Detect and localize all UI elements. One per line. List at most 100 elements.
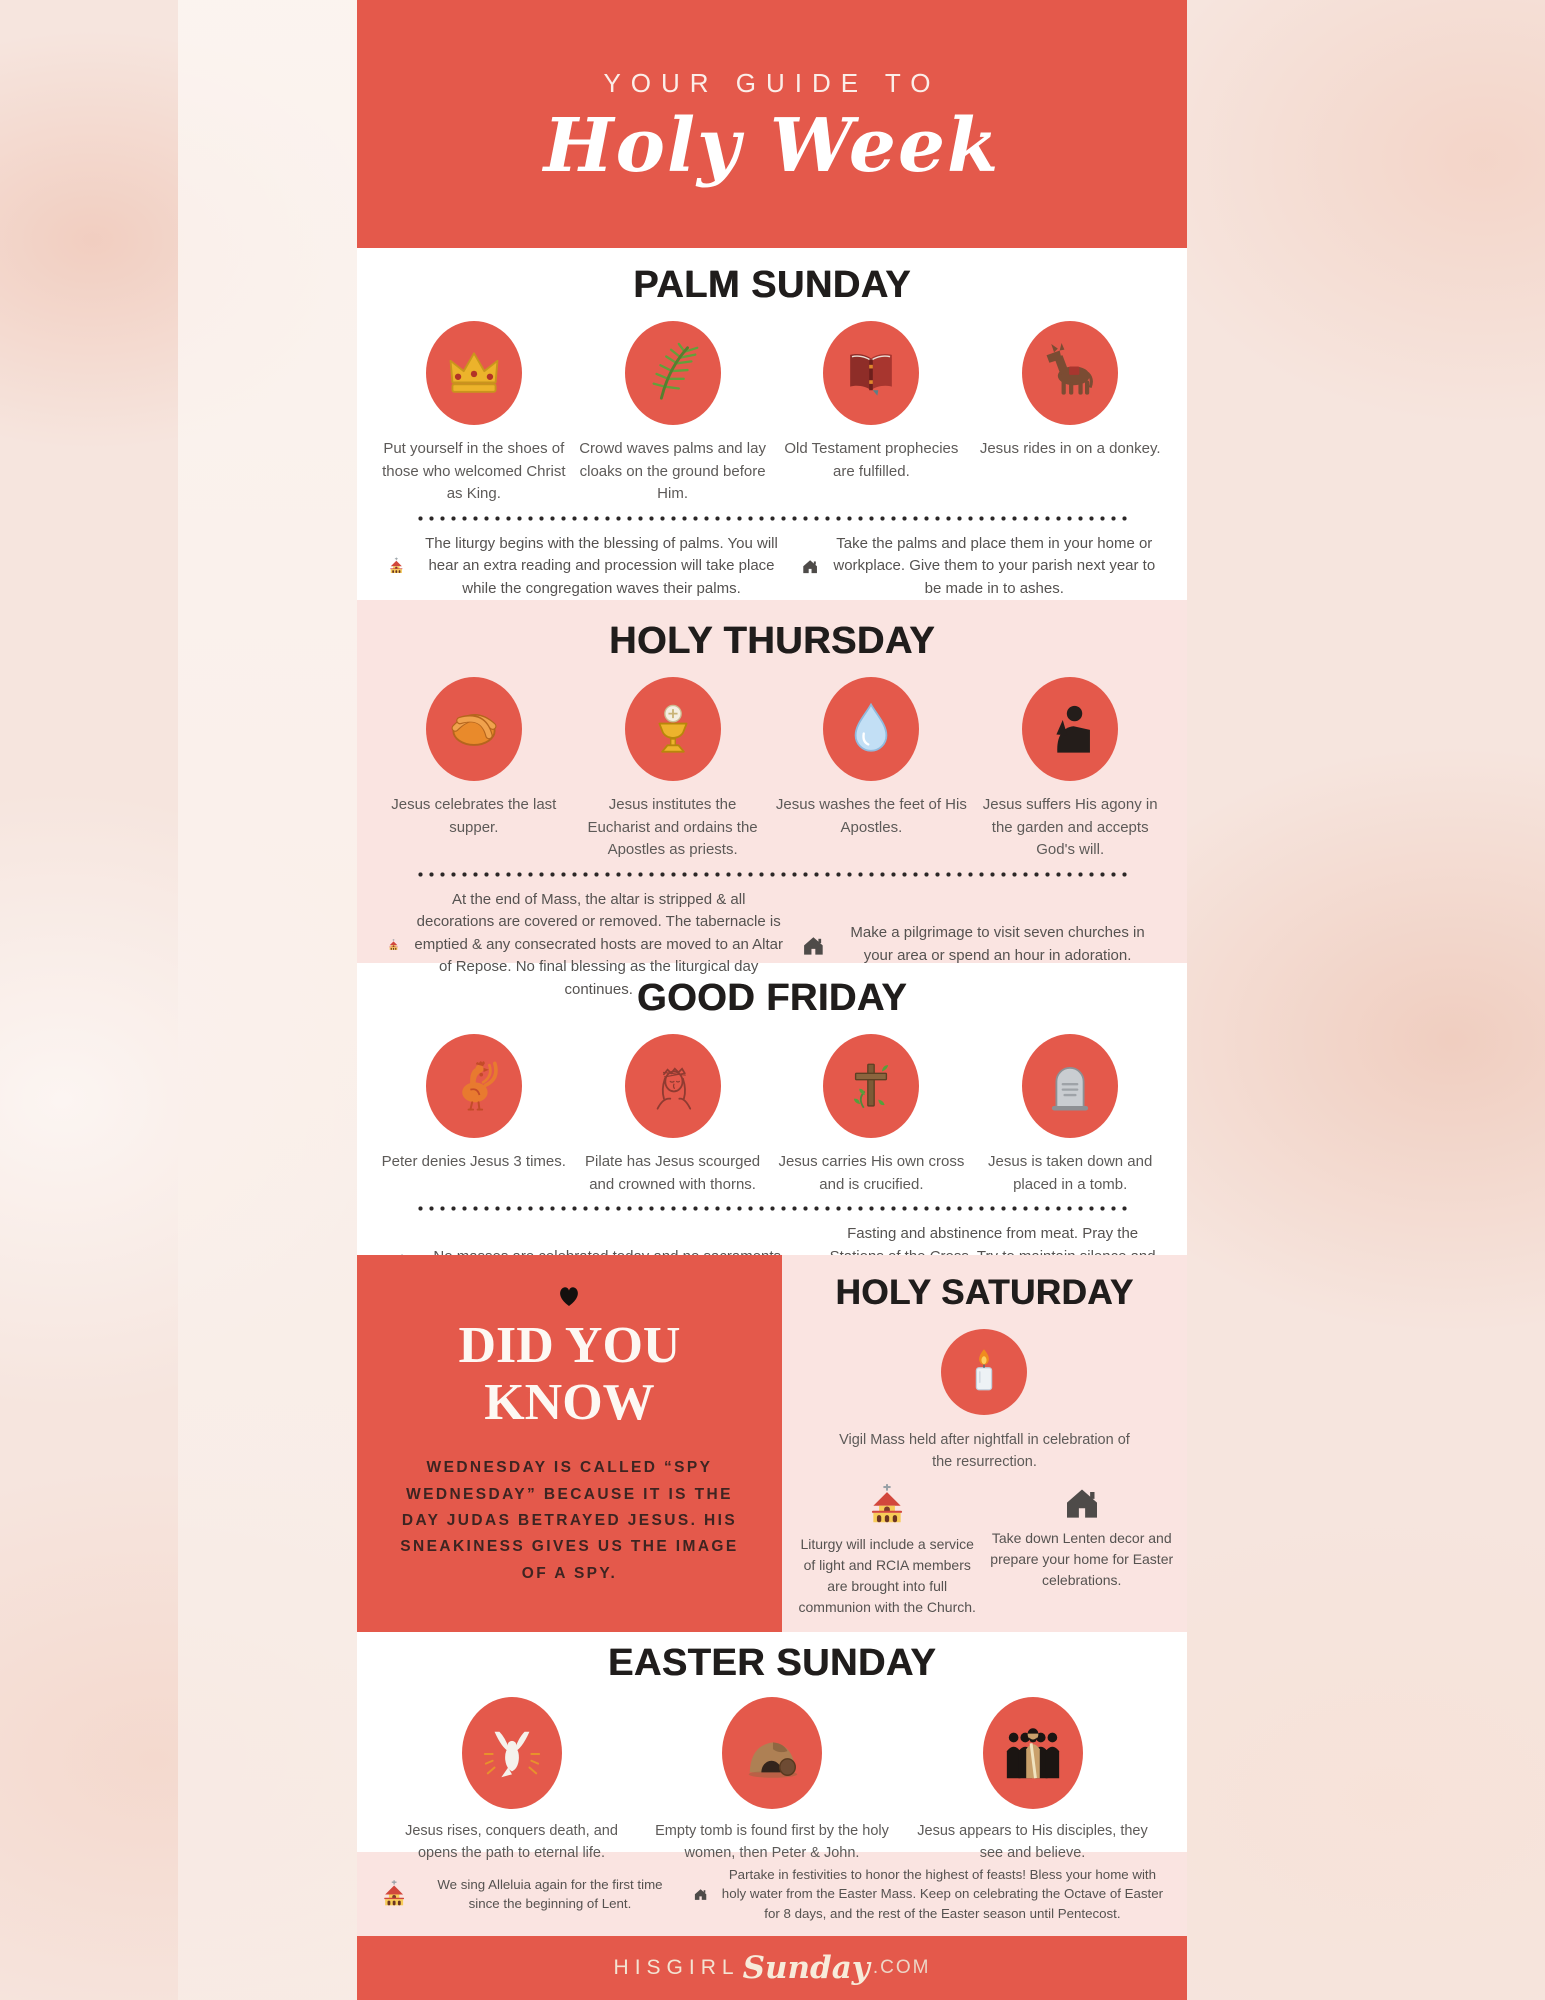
item-caption: Old Testament prophecies are fulfilled. [784, 440, 959, 480]
list-item: Jesus institutes the Eucharist and ordai… [577, 677, 769, 862]
easter-sunday-items: Jesus rises, conquers death, and opens t… [357, 1697, 1187, 1865]
home-note-text: Make a pilgrimage to visit seven churche… [850, 924, 1145, 964]
house-icon [804, 937, 824, 955]
section-holy-thursday: HOLY THURSDAY Jesus celebrates the last … [357, 600, 1187, 998]
church-note: At the end of Mass, the altar is strippe… [387, 889, 785, 1002]
church-icon [384, 1880, 405, 1906]
easter-sunday-title: EASTER SUNDAY [607, 1642, 937, 1684]
crown-icon [425, 321, 522, 425]
book-icon [823, 321, 920, 425]
church-icon [390, 557, 403, 574]
holy-thursday-title: HOLY THURSDAY [608, 620, 936, 662]
home-note: Take the palms and place them in your ho… [801, 533, 1157, 601]
list-item: Jesus rises, conquers death, and opens t… [392, 1697, 632, 1865]
church-note-text: We sing Alleluia again for the first tim… [437, 1876, 663, 1911]
palm-sunday-items: Put yourself in the shoes of those who w… [357, 321, 1187, 506]
holy-thursday-notes: At the end of Mass, the altar is strippe… [357, 877, 1187, 1002]
brand-script: Sunday [742, 1950, 870, 1986]
section-split: DID YOU KNOW WEDNESDAY IS CALLED “SPY WE… [357, 1255, 1187, 1632]
page-title: Holy Week [543, 102, 1001, 189]
home-note-text: Take the palms and place them in your ho… [833, 534, 1156, 597]
item-caption: Peter denies Jesus 3 times. [381, 1153, 566, 1170]
holy-saturday-title: HOLY SATURDAY [835, 1273, 1134, 1312]
watercolor-band [178, 0, 358, 2000]
church-icon [389, 938, 398, 950]
list-item: Old Testament prophecies are fulfilled. [775, 321, 967, 483]
house-icon [694, 1889, 706, 1900]
house-icon [803, 560, 818, 574]
empty-tomb-icon [722, 1697, 822, 1809]
dotted-divider [415, 515, 1129, 521]
item-caption: Jesus carries His own cross and is cruci… [778, 1153, 965, 1193]
home-note: Partake in festivities to honor the high… [693, 1865, 1165, 1923]
item-caption: Empty tomb is found first by the holy wo… [655, 1823, 889, 1861]
holy-saturday-panel: HOLY SATURDAY Vigil Mass held after nigh… [781, 1255, 1187, 1632]
house-icon [1066, 1489, 1097, 1518]
item-caption: Jesus celebrates the last supper. [391, 796, 557, 836]
palm-sunday-notes: The liturgy begins with the blessing of … [357, 521, 1187, 601]
list-item: Put yourself in the shoes of those who w… [378, 321, 570, 506]
list-item: Jesus rides in on a donkey. [974, 321, 1166, 461]
list-item: Crowd waves palms and lay cloaks on the … [577, 321, 769, 506]
home-note: Take down Lenten decor and prepare your … [988, 1482, 1175, 1618]
list-item: Jesus celebrates the last supper. [378, 677, 570, 839]
list-item: Jesus is taken down and placed in a tomb… [974, 1034, 1166, 1196]
item-caption: Put yourself in the shoes of those who w… [382, 440, 566, 502]
list-item: Jesus appears to His disciples, they see… [913, 1697, 1153, 1865]
church-note-text: Liturgy will include a service of light … [798, 1535, 976, 1615]
item-caption: Pilate has Jesus scourged and crowned wi… [585, 1153, 761, 1193]
did-you-know-body: WEDNESDAY IS CALLED “SPY WEDNESDAY” BECA… [400, 1459, 739, 1582]
home-note: Make a pilgrimage to visit seven churche… [801, 922, 1157, 967]
home-note-text: Take down Lenten decor and prepare your … [990, 1529, 1174, 1588]
cross-icon [823, 1034, 920, 1138]
section-good-friday: GOOD FRIDAY [357, 963, 1187, 1310]
good-friday-title: GOOD FRIDAY [636, 977, 908, 1019]
palm-sunday-title: PALM SUNDAY [633, 264, 911, 306]
list-item: Jesus washes the feet of His Apostles. [775, 677, 967, 839]
list-item: Peter denies Jesus 3 times. [378, 1034, 570, 1174]
church-note: We sing Alleluia again for the first tim… [379, 1870, 679, 1918]
dotted-divider [415, 871, 1129, 877]
rooster-icon [425, 1034, 522, 1138]
item-caption: Crowd waves palms and lay cloaks on the … [579, 440, 766, 502]
church-note: The liturgy begins with the blessing of … [387, 533, 785, 601]
holy-thursday-items: Jesus celebrates the last supper. Jesus … [357, 677, 1187, 862]
tombstone-icon [1022, 1034, 1119, 1138]
holy-week-infographic: YOUR GUIDE TO Holy Week PALM SUNDAY Put … [357, 0, 1187, 2000]
header: YOUR GUIDE TO Holy Week [357, 0, 1187, 248]
dotted-divider [415, 1206, 1129, 1211]
item-caption: Jesus institutes the Eucharist and ordai… [587, 796, 758, 858]
heart-icon [560, 1287, 579, 1306]
section-easter-sunday: EASTER SUNDAY [357, 1632, 1187, 1861]
church-note: Liturgy will include a service of light … [794, 1482, 981, 1618]
header-kicker: YOUR GUIDE TO [603, 67, 941, 98]
chalice-icon [624, 677, 721, 781]
donkey-icon [1022, 321, 1119, 425]
item-caption: Jesus washes the feet of His Apostles. [775, 796, 967, 836]
did-you-know-panel: DID YOU KNOW WEDNESDAY IS CALLED “SPY WE… [357, 1255, 782, 1632]
church-icon [872, 1484, 903, 1523]
holy-saturday-notes: Liturgy will include a service of light … [782, 1474, 1187, 1618]
list-item: Pilate has Jesus scourged and crowned wi… [577, 1034, 769, 1196]
item-caption: Jesus rides in on a donkey. [979, 440, 1161, 457]
footer: HISGIRL Sunday .COM [357, 1936, 1187, 2000]
crown-of-thorns-icon [624, 1034, 721, 1138]
item-caption: Jesus is taken down and placed in a tomb… [988, 1153, 1153, 1193]
item-caption: Jesus suffers His agony in the garden an… [982, 796, 1158, 858]
home-note-text: Partake in festivities to honor the high… [721, 1867, 1164, 1921]
good-friday-items: Peter denies Jesus 3 times. [357, 1034, 1187, 1196]
candle-icon [941, 1329, 1028, 1415]
holy-saturday-caption: Vigil Mass held after nightfall in celeb… [839, 1432, 1130, 1471]
did-you-know-title: DID YOU KNOW [458, 1317, 681, 1432]
item-caption: Jesus appears to His disciples, they see… [917, 1823, 1148, 1861]
list-item: Jesus carries His own cross and is cruci… [775, 1034, 967, 1196]
bread-icon [425, 677, 522, 781]
church-note-text: The liturgy begins with the blessing of … [425, 534, 778, 597]
item-caption: Jesus rises, conquers death, and opens t… [405, 1823, 618, 1861]
list-item: Jesus suffers His agony in the garden an… [974, 677, 1166, 862]
water-drop-icon [823, 677, 920, 781]
easter-notes-strip: We sing Alleluia again for the first tim… [357, 1852, 1187, 1936]
church-note-text: At the end of Mass, the altar is strippe… [414, 890, 783, 998]
dove-icon [461, 1697, 562, 1809]
